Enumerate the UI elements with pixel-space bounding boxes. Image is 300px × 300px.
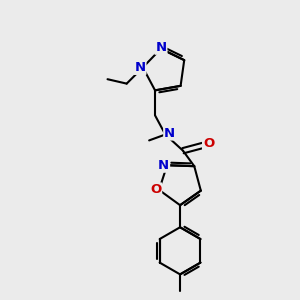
Text: N: N	[134, 61, 146, 74]
Text: N: N	[155, 41, 167, 54]
Text: N: N	[158, 159, 169, 172]
Text: O: O	[203, 137, 214, 150]
Text: O: O	[150, 183, 161, 196]
Text: N: N	[164, 127, 175, 140]
